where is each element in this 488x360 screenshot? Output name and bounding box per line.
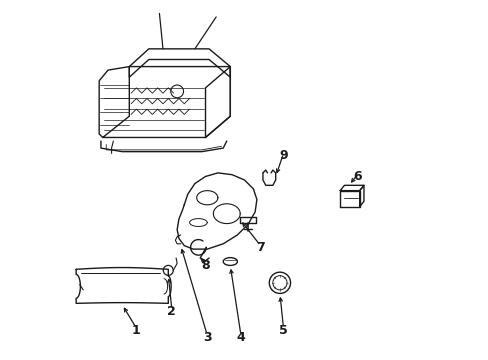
Text: 5: 5	[279, 324, 287, 337]
Text: 6: 6	[353, 170, 362, 183]
Text: 7: 7	[256, 241, 264, 254]
Text: 9: 9	[279, 149, 287, 162]
Text: 4: 4	[236, 331, 245, 344]
Text: 2: 2	[167, 305, 176, 318]
Text: 8: 8	[201, 258, 209, 271]
Text: 3: 3	[203, 331, 211, 344]
Text: 1: 1	[132, 324, 141, 337]
